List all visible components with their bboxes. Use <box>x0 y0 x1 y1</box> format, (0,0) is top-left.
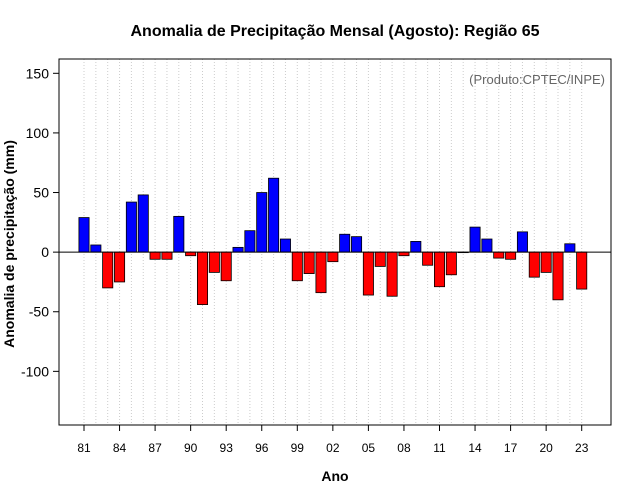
y-tick-label: 150 <box>26 65 50 81</box>
bar-2022 <box>564 243 576 253</box>
bar-2006 <box>374 251 386 267</box>
x-tick-label: 20 <box>539 441 553 455</box>
x-axis-label: Ano <box>321 468 348 484</box>
x-tick-label: 96 <box>255 441 269 455</box>
x-tick-label: 23 <box>575 441 589 455</box>
x-tick-label: 87 <box>148 441 162 455</box>
bar-1996 <box>256 192 268 253</box>
bar-2004 <box>351 236 363 253</box>
bar-2020 <box>540 251 552 273</box>
bar-2021 <box>552 251 564 301</box>
bar-2010 <box>422 251 434 266</box>
bar-1988 <box>161 251 173 260</box>
y-tick-label: -100 <box>21 363 49 379</box>
bar-1994 <box>232 246 244 253</box>
bar-1993 <box>220 251 232 282</box>
bar-2005 <box>362 251 374 296</box>
bar-2003 <box>339 233 351 253</box>
x-tick-label: 99 <box>291 441 305 455</box>
x-tick-label: 81 <box>77 441 91 455</box>
bar-2011 <box>433 251 445 288</box>
bar-2023 <box>576 251 588 290</box>
bar-1985 <box>125 201 137 253</box>
bar-1981 <box>78 217 90 253</box>
bar-1986 <box>137 194 149 253</box>
bar-1987 <box>149 251 161 260</box>
bar-2002 <box>327 251 339 263</box>
x-tick-label: 14 <box>468 441 482 455</box>
y-tick-label: 50 <box>33 185 49 201</box>
bar-1997 <box>268 177 280 253</box>
bar-2016 <box>493 251 505 259</box>
x-axis: 81 84 87 90 93 96 99 02 05 08 11 14 17 20 23 <box>77 425 589 455</box>
x-tick-label: 17 <box>504 441 518 455</box>
x-tick-label: 02 <box>326 441 340 455</box>
plot-frame <box>58 58 612 426</box>
bar-1992 <box>208 251 220 273</box>
bar-2001 <box>315 251 327 294</box>
bar-2012 <box>445 251 457 276</box>
grid-lines <box>83 59 583 425</box>
bar-2017 <box>505 251 517 260</box>
bar-2019 <box>528 251 540 278</box>
bars <box>78 177 588 305</box>
x-tick-label: 05 <box>362 441 376 455</box>
credit-text: (Produto:CPTEC/INPE) <box>469 72 605 87</box>
bar-1998 <box>279 238 291 253</box>
bar-1984 <box>114 251 126 283</box>
y-tick-label: 100 <box>26 125 50 141</box>
bar-2000 <box>303 251 315 274</box>
x-tick-label: 11 <box>433 441 446 455</box>
x-tick-label: 93 <box>220 441 234 455</box>
bar-1990 <box>185 251 197 257</box>
y-axis-label: Anomalia de precipitação (mm) <box>1 140 17 348</box>
x-tick-label: 84 <box>113 441 127 455</box>
bar-1995 <box>244 230 256 253</box>
bar-2015 <box>481 238 493 253</box>
bar-1982 <box>90 244 102 253</box>
bar-1991 <box>196 251 208 305</box>
y-tick-label: -50 <box>29 304 49 320</box>
chart-title: Anomalia de Precipitação Mensal (Agosto)… <box>131 23 540 40</box>
y-tick-label: 0 <box>41 244 49 260</box>
bar-1989 <box>173 215 185 253</box>
y-axis: -100 -50 0 50 100 150 <box>21 65 59 379</box>
bar-2008 <box>398 251 410 257</box>
x-tick-label: 08 <box>397 441 411 455</box>
bar-2014 <box>469 226 481 253</box>
bar-2007 <box>386 251 398 297</box>
bar-1983 <box>102 251 114 289</box>
bar-1999 <box>291 251 303 282</box>
x-tick-label: 90 <box>184 441 198 455</box>
bar-2009 <box>410 241 422 253</box>
bar-2018 <box>516 231 528 253</box>
